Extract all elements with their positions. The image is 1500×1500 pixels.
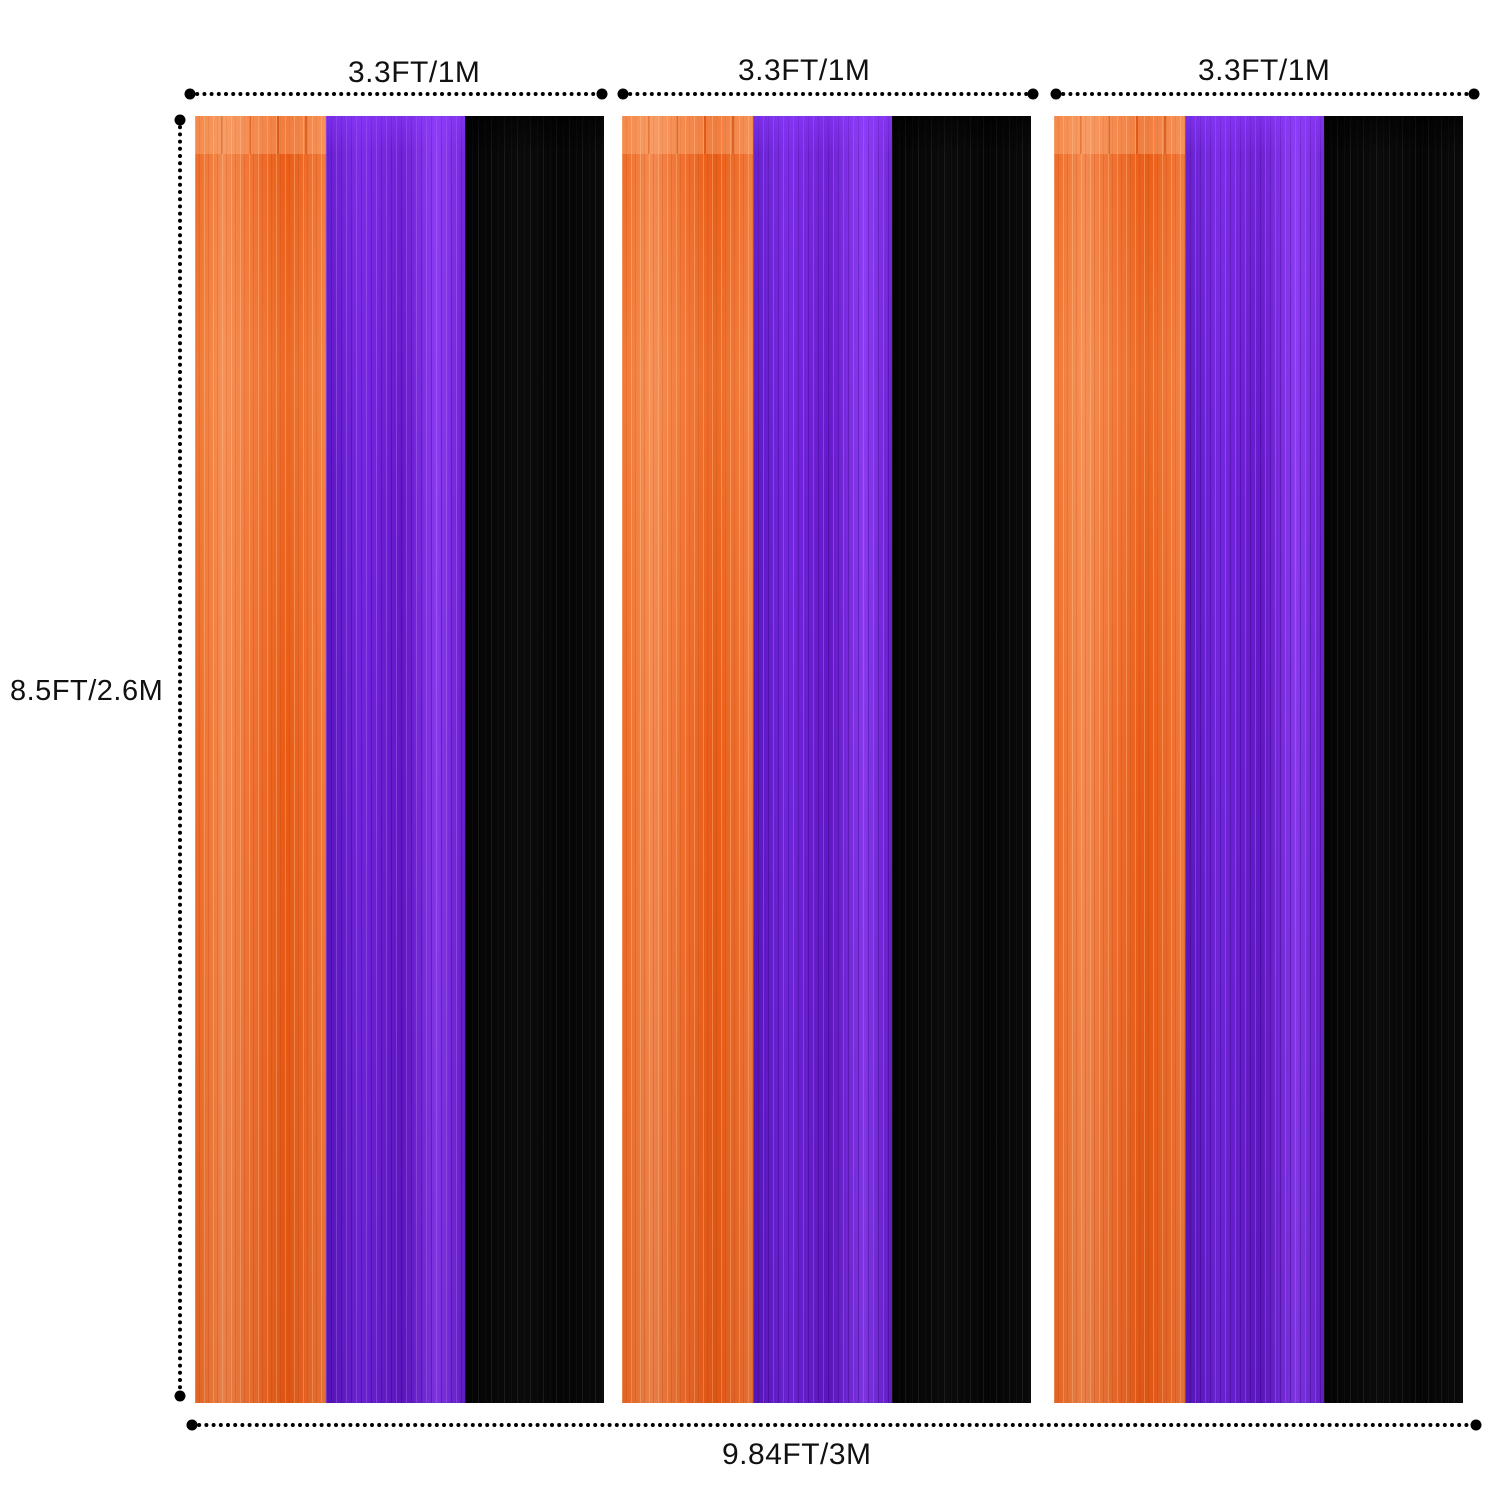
orange-fringe-strip — [1054, 116, 1185, 1403]
fringe-header-band — [622, 116, 753, 154]
curtain-panel-2 — [622, 116, 1031, 1403]
fringe-texture — [465, 116, 604, 1403]
fringe-texture — [892, 116, 1031, 1403]
purple-fringe-strip — [1185, 116, 1324, 1403]
black-fringe-strip — [892, 116, 1031, 1403]
panel-2-width-dimension-line — [617, 86, 1039, 102]
fringe-texture — [753, 116, 892, 1403]
fringe-header-band — [326, 116, 465, 154]
purple-fringe-strip — [753, 116, 892, 1403]
fringe-header-band — [465, 116, 604, 154]
total-width-dimension-line — [186, 1417, 1482, 1433]
panel-3-width-dimension-line — [1050, 86, 1480, 102]
panel-1-width-label: 3.3FT/1M — [348, 56, 481, 89]
black-fringe-strip — [465, 116, 604, 1403]
fringe-texture — [1185, 116, 1324, 1403]
panel-1-width-dimension-line — [184, 86, 608, 102]
fringe-header-band — [1185, 116, 1324, 154]
height-label: 8.5FT/2.6M — [10, 675, 164, 707]
fringe-texture — [622, 116, 753, 1403]
curtain-panel-1 — [195, 116, 604, 1403]
fringe-header-band — [1054, 116, 1185, 154]
curtain-panel-3 — [1054, 116, 1463, 1403]
panel-2-width-label: 3.3FT/1M — [738, 54, 871, 87]
fringe-header-band — [753, 116, 892, 154]
fringe-header-band — [195, 116, 326, 154]
black-fringe-strip — [1324, 116, 1463, 1403]
fringe-header-band — [1324, 116, 1463, 154]
fringe-texture — [195, 116, 326, 1403]
height-dimension-line — [172, 114, 188, 1404]
fringe-texture — [1324, 116, 1463, 1403]
fringe-texture — [1054, 116, 1185, 1403]
purple-fringe-strip — [326, 116, 465, 1403]
orange-fringe-strip — [195, 116, 326, 1403]
orange-fringe-strip — [622, 116, 753, 1403]
fringe-texture — [326, 116, 465, 1403]
panel-3-width-label: 3.3FT/1M — [1198, 54, 1331, 87]
fringe-header-band — [892, 116, 1031, 154]
total-width-label: 9.84FT/3M — [722, 1438, 872, 1471]
